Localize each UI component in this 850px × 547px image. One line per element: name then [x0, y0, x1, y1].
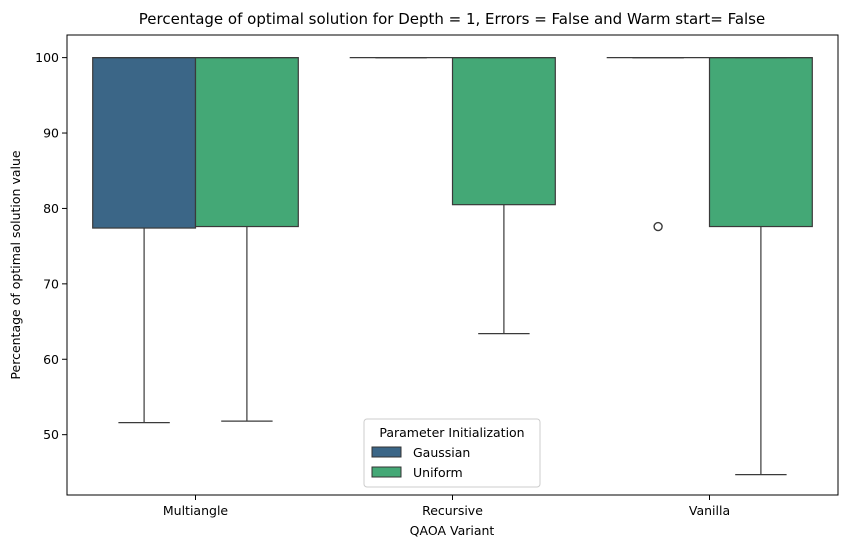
box-uniform-multiangle — [194, 57, 299, 422]
legend-swatch-uniform — [371, 466, 402, 478]
boxes-layer — [92, 57, 813, 476]
x-tick-label: Multiangle — [163, 503, 229, 518]
box-iqr — [708, 57, 813, 228]
box-gaussian-vanilla — [606, 57, 710, 232]
box-gaussian-multiangle — [92, 57, 197, 424]
legend: Parameter Initialization Gaussian Unifor… — [363, 418, 541, 488]
y-tick-label: 80 — [43, 201, 59, 216]
y-axis-label: Percentage of optimal solution value — [8, 150, 23, 379]
box-iqr — [92, 57, 197, 229]
box-uniform-recursive — [451, 57, 556, 335]
legend-label-gaussian: Gaussian — [413, 445, 470, 460]
y-axis: 50 60 70 80 90 100 — [35, 50, 67, 442]
box-iqr — [194, 57, 299, 228]
x-axis-label: QAOA Variant — [410, 523, 495, 538]
y-tick-label: 50 — [43, 427, 59, 442]
y-tick-label: 100 — [35, 50, 59, 65]
legend-title: Parameter Initialization — [379, 425, 524, 440]
y-tick-label: 90 — [43, 126, 59, 141]
legend-frame — [363, 418, 541, 488]
chart-title: Percentage of optimal solution for Depth… — [139, 10, 765, 28]
legend-label-uniform: Uniform — [413, 465, 463, 480]
box-iqr — [451, 57, 556, 206]
legend-swatch-gaussian — [371, 446, 402, 458]
x-axis: Multiangle Recursive Vanilla — [163, 495, 730, 518]
box-uniform-vanilla — [708, 57, 813, 476]
x-tick-label: Recursive — [422, 503, 483, 518]
y-tick-label: 60 — [43, 352, 59, 367]
y-tick-label: 70 — [43, 276, 59, 291]
outlier-point — [653, 221, 663, 232]
x-tick-label: Vanilla — [689, 503, 730, 518]
